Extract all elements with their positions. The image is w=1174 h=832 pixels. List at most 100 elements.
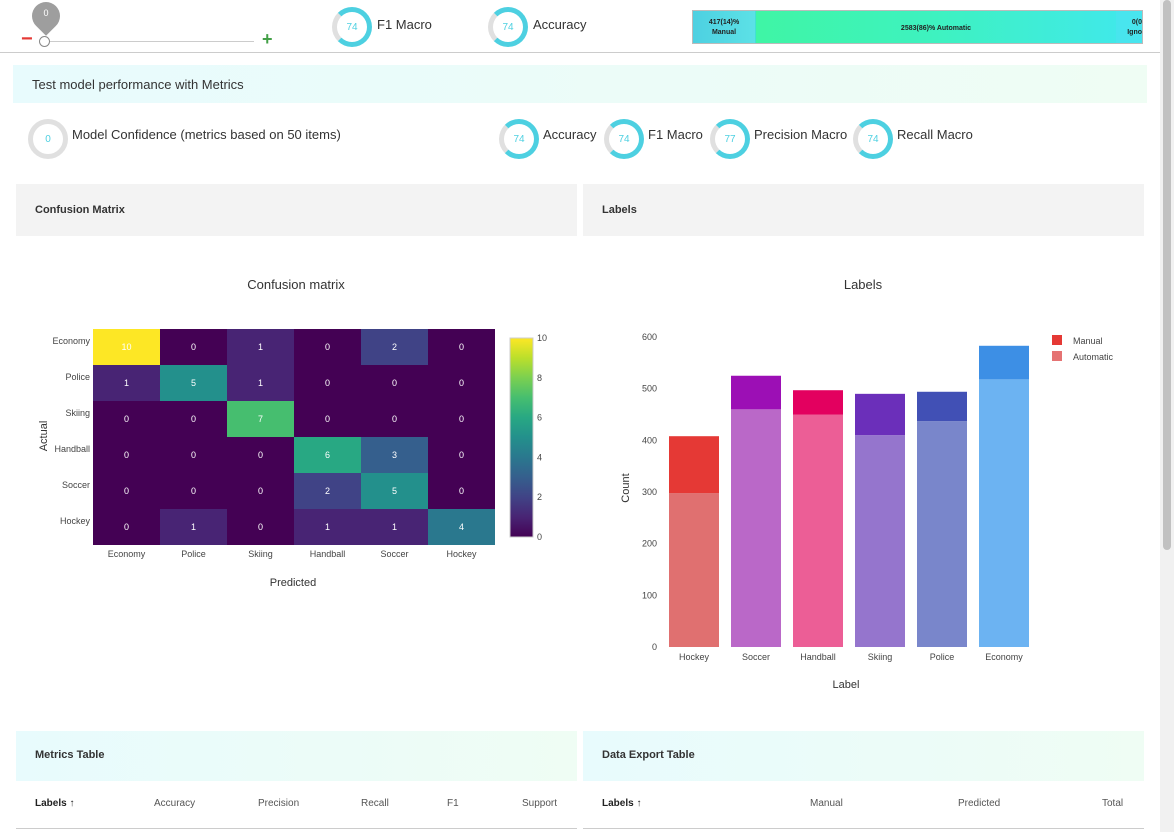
heatmap-cell <box>428 401 495 437</box>
column-precision[interactable]: Precision <box>258 798 300 809</box>
f1-macro-label: F1 Macro <box>648 127 703 142</box>
f1-macro-value: 74 <box>618 133 630 145</box>
legend-swatch <box>1052 335 1062 345</box>
heatmap-cell-value: 2 <box>392 342 397 352</box>
f1-ring-top: 74 <box>332 7 372 47</box>
heatmap-cell-value: 0 <box>191 342 196 352</box>
heatmap-cell-value: 0 <box>459 378 464 388</box>
column-labels-text: Labels <box>35 798 67 809</box>
colorbar-tick: 0 <box>537 532 542 542</box>
automatic-segment[interactable]: 2583(86)% Automatic <box>756 11 1116 43</box>
bar-x-tick: Skiing <box>868 652 893 662</box>
bar-manual <box>793 390 843 415</box>
heatmap-y-tick: Police <box>65 372 90 382</box>
bar-automatic <box>731 409 781 647</box>
heatmap-cell <box>93 329 160 365</box>
heatmap-cell-value: 0 <box>258 522 263 532</box>
heatmap-x-tick: Police <box>181 549 206 559</box>
colorbar-tick: 8 <box>537 373 542 383</box>
heatmap-colorbar <box>509 337 534 538</box>
colorbar-tick: 6 <box>537 413 542 423</box>
heatmap-cell <box>361 329 428 365</box>
labeling-progress-bar[interactable]: 417(14)% Manual 2583(86)% Automatic 0(0 … <box>692 10 1143 44</box>
ignored-count: 0(0 <box>1131 19 1142 26</box>
heatmap-x-tick: Hockey <box>446 549 477 559</box>
heatmap-cell <box>428 473 495 509</box>
legend-label: Automatic <box>1073 352 1114 362</box>
export-column-labels-text: Labels <box>602 798 634 809</box>
recall-macro-label: Recall Macro <box>897 127 973 142</box>
slider-value-label: 0 <box>43 8 49 18</box>
heatmap-cell-value: 0 <box>459 450 464 460</box>
export-column-manual[interactable]: Manual <box>810 798 843 809</box>
precision-macro-label: Precision Macro <box>754 127 848 142</box>
confusion-panel-header: Confusion Matrix <box>16 184 577 236</box>
heatmap-cell <box>361 365 428 401</box>
bar-manual <box>669 436 719 494</box>
heatmap-cell-value: 5 <box>191 378 196 388</box>
heatmap-cell-value: 1 <box>325 522 330 532</box>
heatmap-y-tick: Soccer <box>62 480 90 490</box>
bar-manual <box>731 375 781 410</box>
automatic-text: 2583(86)% Automatic <box>900 25 972 32</box>
column-f1[interactable]: F1 <box>447 798 459 809</box>
heatmap-x-tick: Economy <box>108 549 146 559</box>
increase-button[interactable]: + <box>262 29 273 49</box>
bar-x-tick: Police <box>930 652 955 662</box>
labels-panel-title: Labels <box>602 204 637 216</box>
export-table-header: Data Export Table <box>583 731 1144 781</box>
heatmap-cell-value: 1 <box>392 522 397 532</box>
heatmap-y-tick: Skiing <box>65 408 90 418</box>
heatmap-cell-value: 1 <box>258 342 263 352</box>
bar-x-tick: Hockey <box>679 652 710 662</box>
bar-x-tick: Soccer <box>742 652 770 662</box>
column-accuracy[interactable]: Accuracy <box>154 798 196 809</box>
manual-segment[interactable]: 417(14)% Manual <box>693 11 755 43</box>
column-recall[interactable]: Recall <box>361 798 389 809</box>
heatmap-cell-value: 2 <box>325 486 330 496</box>
confidence-slider-thumb[interactable] <box>39 36 50 47</box>
heatmap-cell <box>160 365 227 401</box>
bar-automatic <box>917 421 967 647</box>
bar-manual <box>917 391 967 422</box>
manual-label: Manual <box>711 29 737 36</box>
heatmap-cell <box>93 473 160 509</box>
heatmap-cell-value: 10 <box>121 342 131 352</box>
f1-label-top: F1 Macro <box>377 17 432 32</box>
heatmap-cell <box>361 509 428 545</box>
bar-title: Labels <box>844 277 883 292</box>
ignored-segment[interactable]: 0(0 Igno <box>1117 11 1142 43</box>
heatmap-y-tick: Handball <box>54 444 90 454</box>
heatmap-cell <box>428 329 495 365</box>
bar-x-tick: Handball <box>800 652 836 662</box>
heatmap-cell <box>160 437 227 473</box>
confusion-panel-title: Confusion Matrix <box>35 204 125 216</box>
bar-y-tick: 0 <box>652 642 657 652</box>
bar-automatic <box>979 379 1029 647</box>
heatmap-cell <box>160 329 227 365</box>
heatmap-cell <box>160 473 227 509</box>
page-scrollbar-thumb[interactable] <box>1163 0 1171 550</box>
heatmap-cell-value: 0 <box>191 450 196 460</box>
ignored-label: Igno <box>1127 29 1142 36</box>
column-labels[interactable]: Labels ↑ <box>35 798 74 809</box>
heatmap-title: Confusion matrix <box>247 277 345 292</box>
column-support[interactable]: Support <box>522 798 558 809</box>
export-column-labels[interactable]: Labels ↑ <box>602 798 641 809</box>
heatmap-y-tick: Economy <box>52 336 90 346</box>
heatmap-cell-value: 0 <box>124 486 129 496</box>
heatmap-cell-value: 0 <box>459 486 464 496</box>
heatmap-cell-value: 0 <box>325 378 330 388</box>
metrics-table-columns: Labels ↑ Accuracy Precision Recall F1 Su… <box>16 782 577 829</box>
recall-macro-value: 74 <box>867 133 879 145</box>
confidence-slider-track[interactable] <box>44 41 254 42</box>
heatmap-cell <box>361 401 428 437</box>
decrease-button[interactable]: − <box>21 28 33 50</box>
colorbar-tick: 2 <box>537 492 542 502</box>
bar-automatic <box>855 435 905 647</box>
heatmap-cell <box>227 401 294 437</box>
export-column-predicted[interactable]: Predicted <box>958 798 1001 809</box>
export-column-total[interactable]: Total <box>1102 798 1124 809</box>
heatmap-cell <box>160 401 227 437</box>
bar-y-tick: 300 <box>642 487 657 497</box>
